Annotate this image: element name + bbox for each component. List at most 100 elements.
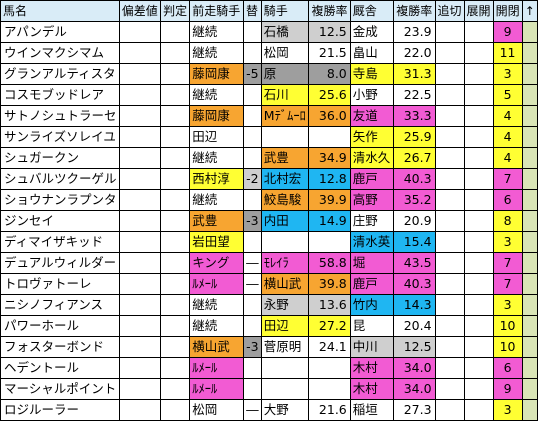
trainer-cell[interactable]: 庄野 (349, 210, 395, 232)
develop-cell[interactable] (463, 168, 494, 190)
prev-jockey-cell[interactable]: 横山武 (189, 336, 244, 358)
judge-cell[interactable] (160, 21, 191, 43)
table-row[interactable]: サンライズソレイユ 田辺 矢作 25.9 4 (0, 126, 538, 148)
jockey-cell[interactable]: 石川 (260, 84, 310, 106)
change-cell[interactable] (242, 42, 262, 64)
table-row[interactable]: ヘデントール ﾙﾒｰﾙ 木村 34.0 6 (0, 357, 538, 379)
extra-cell[interactable] (521, 357, 538, 379)
follow-cell[interactable] (434, 399, 465, 421)
trainer-cell[interactable]: 稲垣 (349, 399, 395, 421)
follow-cell[interactable] (434, 378, 465, 400)
develop-cell[interactable] (463, 399, 494, 421)
extra-cell[interactable] (521, 210, 538, 232)
deviation-cell[interactable] (118, 105, 162, 127)
follow-cell[interactable] (434, 42, 465, 64)
change-cell[interactable] (242, 126, 262, 148)
table-row[interactable]: パワーホール 継続 田辺 27.2 昆 20.4 10 (0, 315, 538, 337)
prev-jockey-cell[interactable]: 継続 (189, 147, 244, 169)
trainer-rate-cell[interactable]: 23.9 (393, 21, 436, 43)
deviation-cell[interactable] (118, 252, 162, 274)
trainer-rate-cell[interactable]: 20.9 (393, 210, 436, 232)
jockey-cell[interactable] (260, 378, 310, 400)
trainer-cell[interactable]: 中川 (349, 336, 395, 358)
trainer-cell[interactable]: 清水久 (349, 147, 395, 169)
prev-jockey-cell[interactable]: 田辺 (189, 126, 244, 148)
deviation-cell[interactable] (118, 189, 162, 211)
trainer-cell[interactable]: 竹内 (349, 294, 395, 316)
trainer-rate-cell[interactable]: 15.4 (393, 231, 436, 253)
change-cell[interactable] (242, 294, 262, 316)
table-row[interactable]: シュバルツクーゲル 西村淳 -2 北村宏 12.8 鹿戸 40.3 7 (0, 168, 538, 190)
trainer-rate-cell[interactable]: 22.5 (393, 84, 436, 106)
judge-cell[interactable] (160, 252, 191, 274)
jockey-cell[interactable] (260, 126, 310, 148)
follow-cell[interactable] (434, 189, 465, 211)
judge-cell[interactable] (160, 273, 191, 295)
trainer-rate-cell[interactable]: 12.5 (393, 336, 436, 358)
deviation-cell[interactable] (118, 357, 162, 379)
trainer-rate-cell[interactable]: 40.3 (393, 273, 436, 295)
develop-cell[interactable] (463, 189, 494, 211)
col-header-follow[interactable]: 追切 (434, 0, 465, 22)
gate-cell[interactable]: 4 (492, 147, 523, 169)
extra-cell[interactable] (521, 231, 538, 253)
jockey-rate-cell[interactable]: 39.8 (308, 273, 351, 295)
prev-jockey-cell[interactable]: 藤岡康 (189, 63, 244, 85)
extra-cell[interactable] (521, 336, 538, 358)
trainer-rate-cell[interactable]: 14.3 (393, 294, 436, 316)
prev-jockey-cell[interactable]: 継続 (189, 315, 244, 337)
judge-cell[interactable] (160, 357, 191, 379)
prev-jockey-cell[interactable]: キング (189, 252, 244, 274)
extra-cell[interactable] (521, 315, 538, 337)
horse-name-cell[interactable]: シュガークン (0, 147, 120, 169)
gate-cell[interactable]: 7 (492, 273, 523, 295)
gate-cell[interactable]: 4 (492, 105, 523, 127)
jockey-rate-cell[interactable] (308, 231, 351, 253)
trainer-rate-cell[interactable]: 34.0 (393, 357, 436, 379)
gate-cell[interactable]: 5 (492, 84, 523, 106)
gate-cell[interactable]: 7 (492, 168, 523, 190)
jockey-cell[interactable]: 原 (260, 63, 310, 85)
deviation-cell[interactable] (118, 378, 162, 400)
prev-jockey-cell[interactable]: 継続 (189, 21, 244, 43)
deviation-cell[interactable] (118, 210, 162, 232)
horse-name-cell[interactable]: サンライズソレイユ (0, 126, 120, 148)
follow-cell[interactable] (434, 294, 465, 316)
jockey-cell[interactable]: 石橋 (260, 21, 310, 43)
prev-jockey-cell[interactable]: ﾙﾒｰﾙ (189, 273, 244, 295)
horse-name-cell[interactable]: パワーホール (0, 315, 120, 337)
follow-cell[interactable] (434, 252, 465, 274)
develop-cell[interactable] (463, 21, 494, 43)
prev-jockey-cell[interactable]: 継続 (189, 84, 244, 106)
col-header-change[interactable]: 替 (242, 0, 262, 22)
table-row[interactable]: サトノシュトラーセ 藤岡康 Mﾃﾞﾑｰﾛ 36.0 友道 33.3 4 (0, 105, 538, 127)
jockey-rate-cell[interactable]: 21.5 (308, 42, 351, 64)
gate-cell[interactable]: 10 (492, 315, 523, 337)
change-cell[interactable] (242, 315, 262, 337)
follow-cell[interactable] (434, 105, 465, 127)
horse-name-cell[interactable]: ロジルーラー (0, 399, 120, 421)
trainer-cell[interactable]: 畠山 (349, 42, 395, 64)
table-row[interactable]: ウインマクシマム 継続 松岡 21.5 畠山 22.0 11 (0, 42, 538, 64)
judge-cell[interactable] (160, 189, 191, 211)
change-cell[interactable]: -2 (242, 168, 262, 190)
jockey-rate-cell[interactable] (308, 378, 351, 400)
prev-jockey-cell[interactable]: 西村淳 (189, 168, 244, 190)
horse-name-cell[interactable]: ヘデントール (0, 357, 120, 379)
jockey-cell[interactable]: 菅原明 (260, 336, 310, 358)
trainer-cell[interactable]: 寺島 (349, 63, 395, 85)
col-header-gate[interactable]: 開閉 (492, 0, 523, 22)
gate-cell[interactable]: 4 (492, 126, 523, 148)
extra-cell[interactable] (521, 273, 538, 295)
table-row[interactable]: アパンデル 継続 石橋 12.5 金成 23.9 9 (0, 21, 538, 43)
jockey-cell[interactable]: 松岡 (260, 42, 310, 64)
gate-cell[interactable]: 9 (492, 378, 523, 400)
extra-cell[interactable] (521, 63, 538, 85)
table-row[interactable]: トロヴァトーレ ﾙﾒｰﾙ ― 横山武 39.8 鹿戸 40.3 7 (0, 273, 538, 295)
change-cell[interactable] (242, 21, 262, 43)
judge-cell[interactable] (160, 315, 191, 337)
prev-jockey-cell[interactable]: 継続 (189, 294, 244, 316)
develop-cell[interactable] (463, 84, 494, 106)
develop-cell[interactable] (463, 126, 494, 148)
table-row[interactable]: ジンセイ 武豊 -3 内田 14.9 庄野 20.9 8 (0, 210, 538, 232)
